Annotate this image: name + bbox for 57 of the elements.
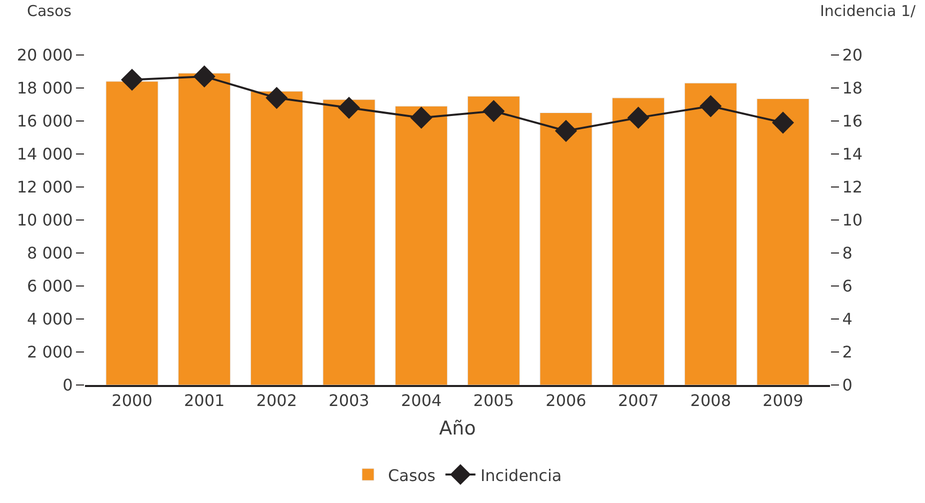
legend-label: Incidencia bbox=[480, 466, 562, 485]
legend-label: Casos bbox=[388, 466, 436, 485]
x-tick-label: 2005 bbox=[473, 391, 514, 410]
y-tick-label: 2 000 bbox=[26, 342, 73, 362]
point bbox=[627, 106, 650, 129]
x-tick-label: 2001 bbox=[184, 391, 225, 410]
x-tick-label: 2007 bbox=[618, 391, 659, 410]
bar bbox=[612, 98, 665, 385]
y2-tick-label: 12 bbox=[842, 178, 863, 197]
y-tick-label: 18 000 bbox=[16, 78, 73, 98]
y-tick-label: 10 000 bbox=[16, 210, 73, 230]
bar bbox=[540, 112, 592, 385]
y-tick-label: 12 000 bbox=[16, 178, 73, 197]
y2-tick-label: 20 bbox=[842, 46, 863, 65]
bar bbox=[756, 98, 810, 385]
x-tick-label: 2004 bbox=[400, 391, 442, 410]
y-tick-label: 6 000 bbox=[26, 276, 73, 296]
point bbox=[193, 65, 216, 88]
y2-tick-label: 16 bbox=[842, 112, 863, 131]
y2-tick-label: 0 bbox=[842, 376, 852, 395]
bar bbox=[395, 106, 448, 385]
y-tick-label: 20 000 bbox=[16, 46, 73, 65]
y2-tick-label: 18 bbox=[842, 78, 863, 98]
y-tick-label: 8 000 bbox=[26, 244, 73, 263]
x-tick-label: 2009 bbox=[762, 391, 804, 410]
point bbox=[700, 95, 722, 118]
point bbox=[410, 106, 432, 129]
x-tick-label: 2000 bbox=[112, 391, 152, 410]
y-tick-label: 14 000 bbox=[16, 144, 73, 164]
point bbox=[338, 96, 360, 119]
y2-tick-label: 8 bbox=[842, 244, 852, 263]
point bbox=[482, 100, 505, 122]
y2-tick-label: 2 bbox=[842, 342, 852, 362]
bar bbox=[106, 81, 158, 385]
point bbox=[772, 112, 794, 134]
y2-tick-label: 4 bbox=[842, 310, 852, 329]
bar bbox=[322, 99, 376, 385]
x-tick-label: 2002 bbox=[256, 391, 298, 410]
x-tick-label: 2006 bbox=[546, 391, 586, 410]
y2-tick-label: 10 bbox=[842, 210, 863, 230]
bar bbox=[250, 91, 303, 385]
point bbox=[266, 86, 288, 109]
x-axis-title: Año bbox=[439, 418, 476, 440]
y2-tick-label: 6 bbox=[842, 276, 852, 296]
y2-tick-label: 14 bbox=[842, 144, 863, 164]
x-tick-label: 2008 bbox=[690, 391, 732, 410]
x-tick-label: 2003 bbox=[328, 391, 370, 410]
bar bbox=[178, 72, 231, 385]
point bbox=[120, 68, 144, 91]
y-tick-label: 4 000 bbox=[26, 310, 73, 329]
bar bbox=[467, 96, 520, 385]
point bbox=[554, 120, 578, 142]
y-tick-label: 0 bbox=[62, 376, 73, 395]
y2-axis-title: Incidencia 1/ bbox=[820, 2, 917, 20]
y-axis-title: Casos bbox=[27, 2, 72, 20]
y-tick-label: 16 000 bbox=[16, 112, 73, 131]
bar bbox=[684, 82, 737, 385]
